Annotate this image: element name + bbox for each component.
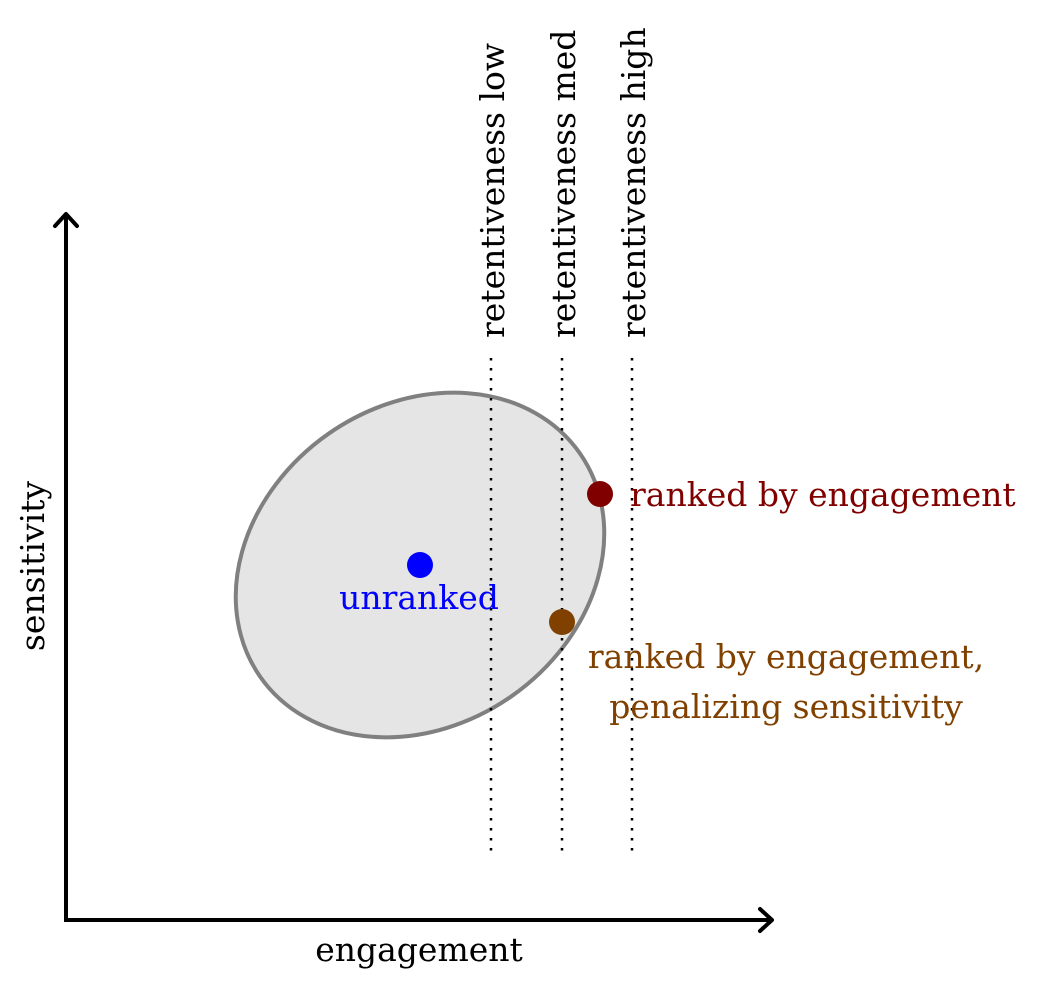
y-axis-arrowhead — [53, 212, 79, 228]
threshold-label-low: retentiveness low — [473, 43, 512, 338]
y-axis-label: sensitivity — [13, 481, 52, 651]
threshold-label-med: retentiveness med — [544, 30, 583, 338]
unranked-point — [407, 552, 433, 578]
ranked-by-engagement-point — [587, 481, 613, 507]
ranked-penalized-point — [549, 609, 575, 635]
unranked-label: unranked — [339, 578, 499, 617]
ranked-penalized-label-line2: penalizing sensitivity — [609, 687, 963, 726]
x-axis-label: engagement — [315, 930, 523, 969]
ranked-penalized-label-line1: ranked by engagement, — [588, 637, 984, 676]
ranked-by-engagement-label: ranked by engagement — [630, 475, 1016, 514]
threshold-label-high: retentiveness high — [614, 27, 653, 338]
x-axis-arrowhead — [758, 907, 774, 933]
